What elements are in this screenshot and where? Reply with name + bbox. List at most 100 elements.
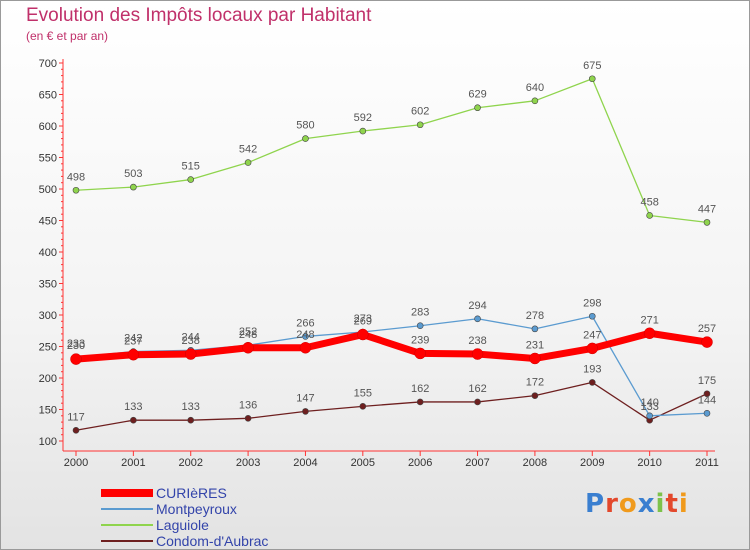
data-label-condom-d-aubrac: 133 <box>124 401 142 413</box>
legend-label: Montpeyroux <box>156 501 237 517</box>
data-label-montpeyroux: 294 <box>468 300 486 312</box>
data-label-curi-res: 271 <box>640 314 658 326</box>
data-point-laguiole <box>244 159 252 166</box>
x-tick-label: 2002 <box>178 457 202 469</box>
legend-swatch <box>101 540 153 542</box>
data-point-curi-res <box>70 353 82 365</box>
x-tick-label: 2003 <box>236 457 260 469</box>
data-point-curi-res <box>414 347 426 360</box>
y-tick-label: 100 <box>39 436 57 448</box>
y-tick-label: 650 <box>39 90 57 102</box>
data-label-curi-res: 257 <box>698 323 716 335</box>
data-label-curi-res: 238 <box>468 335 486 347</box>
data-label-montpeyroux: 144 <box>698 394 716 406</box>
data-label-condom-d-aubrac: 172 <box>526 377 544 389</box>
data-label-curi-res: 239 <box>411 334 429 346</box>
x-tick-label: 2010 <box>637 457 661 469</box>
data-point-curi-res <box>357 328 369 341</box>
data-point-montpeyroux <box>416 322 424 330</box>
data-label-condom-d-aubrac: 162 <box>468 383 486 395</box>
data-point-condom-d-aubrac <box>531 392 539 399</box>
data-label-montpeyroux: 273 <box>354 313 372 325</box>
y-tick-label: 450 <box>39 216 57 228</box>
data-label-laguiole: 580 <box>296 120 314 132</box>
data-point-curi-res <box>643 327 656 340</box>
x-tick-label: 2006 <box>408 457 432 469</box>
data-label-laguiole: 458 <box>640 196 658 208</box>
data-point-curi-res <box>529 352 541 365</box>
data-label-laguiole: 498 <box>67 171 85 183</box>
data-label-condom-d-aubrac: 193 <box>583 363 601 375</box>
data-label-montpeyroux: 298 <box>583 297 601 309</box>
data-label-curi-res: 247 <box>583 329 601 341</box>
x-tick-label: 2001 <box>121 457 145 469</box>
data-point-montpeyroux <box>646 412 653 420</box>
data-label-montpeyroux: 252 <box>239 326 257 338</box>
legend-swatch <box>101 489 153 497</box>
data-point-laguiole <box>531 97 539 105</box>
data-point-condom-d-aubrac <box>130 416 137 424</box>
data-point-condom-d-aubrac <box>302 408 309 415</box>
data-label-curi-res: 237 <box>124 336 142 348</box>
data-label-condom-d-aubrac: 162 <box>411 383 429 395</box>
x-tick-label: 2005 <box>351 457 375 469</box>
logo-letter: r <box>605 489 619 519</box>
legend-swatch <box>101 508 153 510</box>
data-label-montpeyroux: 233 <box>67 338 85 350</box>
data-point-curi-res <box>701 336 713 348</box>
series-line-laguiole <box>75 78 708 224</box>
chart-subtitle: (en € et par an) <box>26 29 109 43</box>
legend-label: Laguiole <box>156 517 209 533</box>
data-label-curi-res: 238 <box>182 335 200 347</box>
data-label-curi-res: 269 <box>354 316 372 328</box>
logo-letter: P <box>585 489 606 519</box>
data-label-montpeyroux: 244 <box>182 331 200 343</box>
data-point-condom-d-aubrac <box>359 403 367 410</box>
data-label-condom-d-aubrac: 117 <box>67 411 85 423</box>
data-label-laguiole: 447 <box>698 203 716 215</box>
series-line-montpeyroux <box>75 315 708 417</box>
x-tick-label: 2008 <box>523 457 547 469</box>
series-line-condom-d-aubrac <box>75 381 708 431</box>
data-point-montpeyroux <box>531 325 539 333</box>
data-label-montpeyroux: 140 <box>640 397 658 409</box>
y-tick-label: 150 <box>39 405 57 417</box>
data-label-laguiole: 515 <box>182 161 200 173</box>
x-tick-label: 2004 <box>293 457 317 469</box>
data-point-condom-d-aubrac <box>416 398 424 406</box>
logo-letter: i <box>678 489 689 519</box>
series-line-curi-res <box>75 329 708 363</box>
chart-title: Evolution des Impôts locaux par Habitant <box>26 5 372 26</box>
data-label-laguiole: 675 <box>583 60 601 72</box>
data-point-curi-res <box>586 342 599 355</box>
data-label-montpeyroux: 278 <box>526 310 544 322</box>
data-point-laguiole <box>72 186 80 194</box>
data-point-curi-res <box>127 348 140 361</box>
data-point-condom-d-aubrac <box>474 398 481 406</box>
logo-letter: x <box>637 489 656 519</box>
legend-label: CURIèRES <box>156 485 227 501</box>
data-label-condom-d-aubrac: 133 <box>640 401 658 413</box>
data-label-laguiole: 602 <box>411 106 429 118</box>
data-point-montpeyroux <box>302 333 309 340</box>
y-tick-label: 550 <box>39 153 57 165</box>
logo-letter: i <box>655 489 666 519</box>
data-label-laguiole: 542 <box>239 144 257 156</box>
data-label-condom-d-aubrac: 147 <box>296 392 314 404</box>
data-point-laguiole <box>703 219 711 226</box>
data-label-montpeyroux: 266 <box>296 317 314 329</box>
legend-swatch <box>101 524 153 526</box>
y-tick-label: 250 <box>39 342 57 354</box>
data-point-laguiole <box>359 127 367 135</box>
data-label-condom-d-aubrac: 133 <box>182 401 200 413</box>
logo-letter: t <box>665 489 679 519</box>
data-point-condom-d-aubrac <box>187 416 195 424</box>
data-label-curi-res: 231 <box>526 339 544 351</box>
data-point-condom-d-aubrac <box>244 415 252 422</box>
data-label-laguiole: 640 <box>526 82 544 94</box>
data-point-condom-d-aubrac <box>588 379 596 386</box>
x-tick-label: 2011 <box>695 457 719 469</box>
data-label-montpeyroux: 283 <box>411 307 429 319</box>
